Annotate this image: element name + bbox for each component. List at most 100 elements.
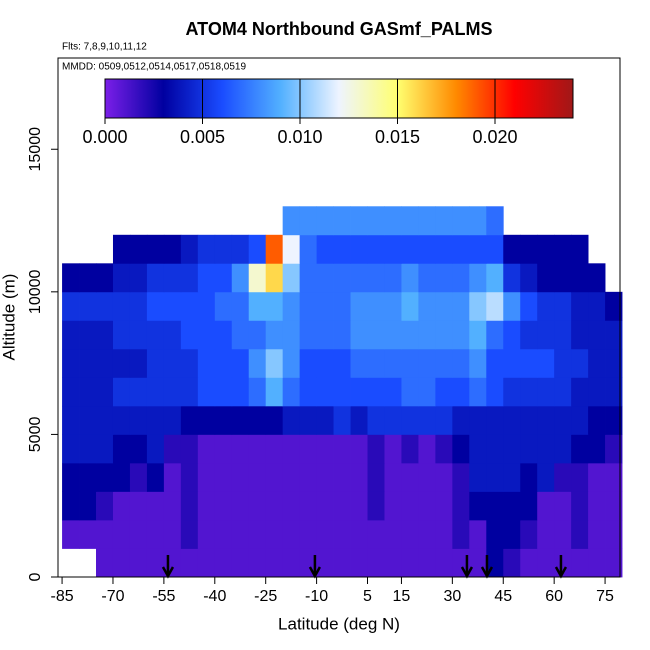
heat-cell — [197, 519, 216, 549]
heat-cell — [163, 405, 182, 435]
heat-cell — [452, 405, 470, 435]
heat-cell — [79, 405, 97, 435]
heat-cell — [469, 377, 487, 407]
heat-cell — [282, 548, 301, 578]
heat-cell — [452, 263, 470, 293]
heat-cell — [367, 348, 385, 378]
heat-cell — [248, 320, 267, 350]
heat-cell — [333, 348, 351, 378]
heat-cell — [418, 291, 436, 321]
heat-cell — [333, 548, 351, 578]
heat-cell — [571, 491, 589, 521]
heat-cell — [62, 405, 80, 435]
heat-cell — [112, 405, 131, 435]
heat-cell — [163, 434, 182, 464]
heat-cell — [163, 320, 182, 350]
heat-cell — [401, 405, 419, 435]
heat-cell — [605, 491, 623, 521]
heat-cell — [605, 348, 623, 378]
heat-cell — [180, 519, 199, 549]
heat-cell — [333, 377, 351, 407]
heat-cell — [316, 263, 334, 293]
heat-cell — [316, 519, 334, 549]
heat-cell — [333, 206, 351, 236]
heat-cell — [146, 405, 165, 435]
heat-cell — [231, 348, 250, 378]
heat-cell — [469, 348, 487, 378]
heat-cell — [435, 548, 453, 578]
heat-cell — [316, 234, 334, 264]
heat-cell — [537, 519, 555, 549]
heat-cell — [62, 434, 80, 464]
subtitle: Flts: 7,8,9,10,11,12 — [62, 42, 147, 53]
x-axis-label: Latitude (deg N) — [278, 614, 400, 633]
y-axis-label: Altitude (m) — [0, 274, 18, 361]
heat-cell — [435, 377, 453, 407]
heat-cell — [435, 405, 453, 435]
heat-cell — [299, 377, 318, 407]
heat-cell — [418, 377, 436, 407]
heat-cell — [79, 434, 97, 464]
x-tick-label: -55 — [152, 588, 175, 605]
heat-cell — [333, 434, 351, 464]
heat-cell — [180, 462, 199, 492]
heat-cell — [197, 234, 216, 264]
heat-cell — [605, 462, 623, 492]
heat-cell — [554, 348, 572, 378]
heat-cell — [350, 234, 368, 264]
heat-cell — [299, 462, 318, 492]
heat-cell — [146, 434, 165, 464]
heat-cell — [282, 263, 301, 293]
heat-cell — [554, 377, 572, 407]
heat-cell — [333, 291, 351, 321]
heat-cell — [588, 263, 606, 293]
heat-cell — [79, 291, 97, 321]
heat-cell — [231, 320, 250, 350]
heat-cell — [486, 234, 504, 264]
heat-cell — [248, 491, 267, 521]
heat-cell — [503, 519, 521, 549]
heat-cell — [367, 263, 385, 293]
heat-cell — [282, 206, 301, 236]
heat-cell — [350, 348, 368, 378]
heat-cell — [96, 320, 114, 350]
heat-cell — [469, 206, 487, 236]
heat-cell — [486, 348, 504, 378]
heat-cell — [418, 348, 436, 378]
heat-cell — [605, 291, 623, 321]
heat-cell — [282, 234, 301, 264]
heat-cell — [469, 491, 487, 521]
heat-cell — [231, 491, 250, 521]
heat-cell — [265, 405, 284, 435]
heat-cell — [503, 548, 521, 578]
heat-cell — [197, 462, 216, 492]
x-tick-label: -25 — [254, 588, 277, 605]
heat-cell — [197, 291, 216, 321]
heat-cell — [350, 434, 368, 464]
heat-cell — [401, 491, 419, 521]
heat-cell — [129, 348, 148, 378]
heat-cell — [146, 234, 165, 264]
heat-cell — [520, 263, 538, 293]
heat-cell — [265, 548, 284, 578]
colorbar-tick-label: 0.010 — [277, 127, 322, 147]
heat-cell — [214, 348, 233, 378]
heat-cell — [605, 434, 623, 464]
heat-cell — [282, 491, 301, 521]
heat-cell — [333, 491, 351, 521]
arrow-marker — [308, 555, 321, 579]
heat-cell — [401, 348, 419, 378]
heat-cell — [180, 548, 199, 578]
heat-cell — [469, 519, 487, 549]
heat-cell — [129, 320, 148, 350]
heat-cell — [486, 519, 504, 549]
heat-cell — [248, 291, 267, 321]
heat-cell — [520, 348, 538, 378]
heat-cell — [367, 320, 385, 350]
heat-cell — [520, 234, 538, 264]
heat-cell — [146, 462, 165, 492]
heat-cell — [367, 548, 385, 578]
heat-cell — [163, 377, 182, 407]
heat-cell — [486, 405, 504, 435]
